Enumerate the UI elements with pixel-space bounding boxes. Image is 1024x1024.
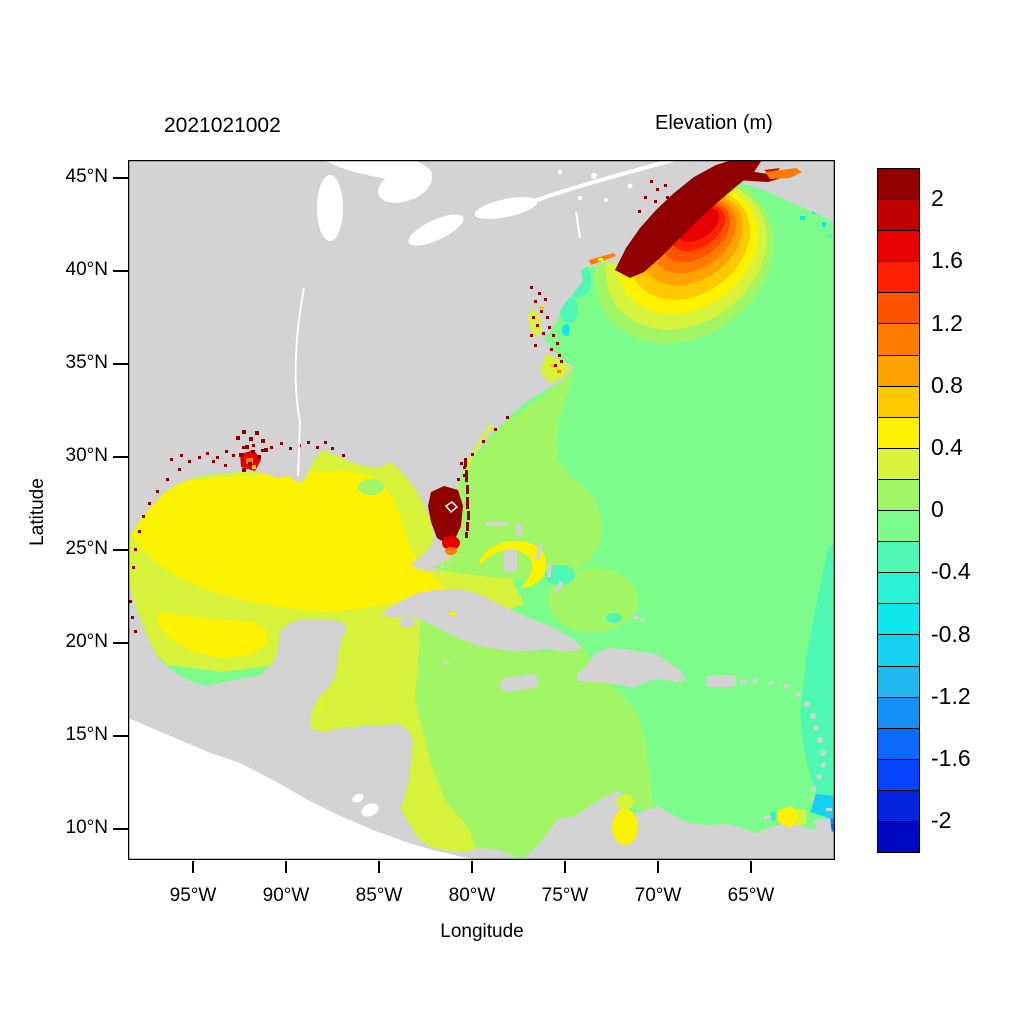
- colorbar-tick-label: 0.8: [931, 371, 963, 398]
- colorbar-cell: [878, 417, 919, 449]
- colorbar-tick-labels: 2 1.6 1.2 0.8 0.4 0 -0.4 -0.8 -1.2 -1.6 -2: [931, 168, 1011, 858]
- elevation-map-svg: [126, 143, 836, 861]
- y-tick-label: 35°N: [65, 352, 108, 373]
- venezuela-features: [612, 794, 806, 845]
- isthmus-land: [390, 808, 522, 860]
- plot-title: 2021021002: [164, 114, 281, 137]
- colorbar-cell: [878, 666, 919, 698]
- plot-frame: [127, 159, 836, 861]
- lake-okeechobee-outline: [444, 501, 459, 514]
- colorbar-cell: [878, 728, 919, 760]
- x-tick-mark: [192, 861, 194, 873]
- colorbar-cell: [878, 697, 919, 729]
- no-data-region-pacific: [128, 718, 480, 860]
- x-tick-label: 95°W: [169, 885, 217, 906]
- colorbar-tick-label: 2: [931, 185, 944, 212]
- colorbar-cell: [878, 511, 919, 543]
- colorbar-cell: [878, 231, 919, 263]
- y-tick-label: 45°N: [65, 166, 108, 187]
- y-tick-label: 20°N: [65, 631, 108, 652]
- y-axis-title: Latitude: [27, 478, 48, 546]
- colorbar-cell: [878, 821, 919, 853]
- colorbar-cell: [878, 635, 919, 667]
- y-tick-mark: [113, 642, 128, 644]
- colorbar-cell: [878, 573, 919, 605]
- colorbar-tick-label: 0.4: [931, 433, 963, 460]
- louisiana-flood-cluster: [240, 450, 261, 471]
- colorbar-tick-label: 0: [931, 496, 944, 523]
- x-tick-mark: [378, 861, 380, 873]
- x-axis-title: Longitude: [440, 921, 524, 942]
- colorbar-tick-label: -0.4: [931, 558, 971, 585]
- y-tick-label: 40°N: [65, 259, 108, 280]
- y-tick-mark: [113, 363, 128, 365]
- colorbar-cell: [878, 604, 919, 636]
- y-tick-label: 10°N: [65, 817, 108, 838]
- colorbar-cell: [878, 200, 919, 232]
- y-tick-label: 25°N: [65, 538, 108, 559]
- y-tick-mark: [113, 177, 128, 179]
- colorbar-tick-label: -0.8: [931, 620, 971, 647]
- colorbar-tick-label: 1.6: [931, 247, 963, 274]
- x-tick-mark: [285, 861, 287, 873]
- colorbar-tick-label: -1.2: [931, 682, 971, 709]
- y-tick-mark: [113, 549, 128, 551]
- y-tick-mark: [113, 828, 128, 830]
- long-island: [586, 251, 620, 268]
- y-tick-mark: [113, 270, 128, 272]
- colorbar-cell: [878, 355, 919, 387]
- south-florida-flooding: [428, 486, 463, 555]
- y-tick-mark: [113, 735, 128, 737]
- x-tick-label: 90°W: [262, 885, 310, 906]
- x-tick-mark: [471, 861, 473, 873]
- colorbar-cell: [878, 169, 919, 201]
- colorbar: [877, 168, 920, 853]
- islands: [341, 522, 832, 836]
- y-tick-label: 15°N: [65, 724, 108, 745]
- x-tick-mark: [657, 861, 659, 873]
- y-tick-mark: [113, 456, 128, 458]
- colorbar-cell: [878, 790, 919, 822]
- colorbar-cell: [878, 448, 919, 480]
- x-tick-label: 75°W: [541, 885, 589, 906]
- colorbar-tick-label: -1.6: [931, 744, 971, 771]
- x-tick-label: 85°W: [355, 885, 403, 906]
- y-tick-label: 30°N: [65, 445, 108, 466]
- wet-dry-speckles: [129, 180, 669, 706]
- x-tick-label: 80°W: [448, 885, 496, 906]
- colorbar-cell: [878, 759, 919, 791]
- colorbar-cell: [878, 262, 919, 294]
- bay-of-fundy-surge-core: [615, 160, 802, 278]
- x-tick-label: 65°W: [727, 885, 775, 906]
- x-tick-mark: [564, 861, 566, 873]
- colorbar-cell: [878, 542, 919, 574]
- x-tick-mark: [750, 861, 752, 873]
- colorbar-tick-label: -2: [931, 807, 952, 834]
- colorbar-title: Elevation (m): [655, 112, 773, 134]
- colorbar-cell: [878, 293, 919, 325]
- colorbar-cell: [878, 324, 919, 356]
- colorbar-cell: [878, 479, 919, 512]
- map-canvas: [126, 143, 836, 861]
- colorbar-tick-label: 1.2: [931, 309, 963, 336]
- x-tick-label: 70°W: [634, 885, 682, 906]
- colorbar-cell: [878, 386, 919, 418]
